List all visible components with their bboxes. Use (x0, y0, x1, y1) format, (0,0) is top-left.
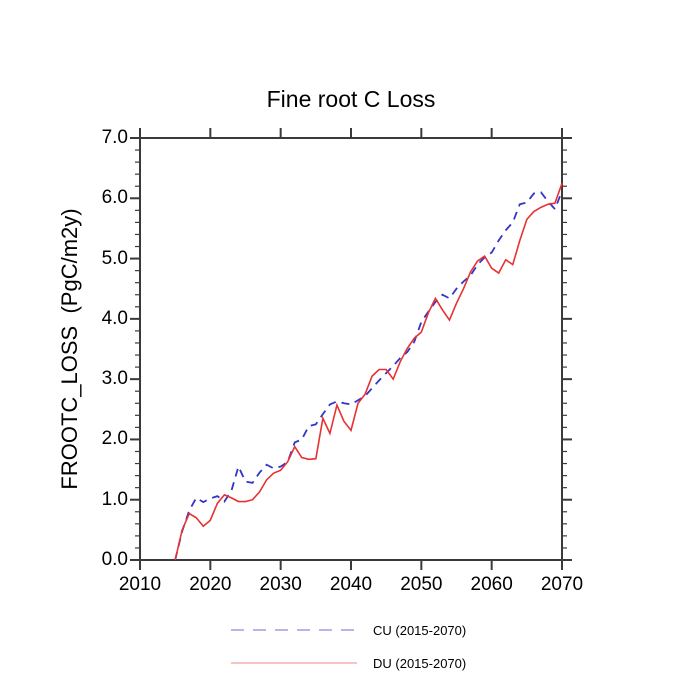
cu-data-line (174, 190, 563, 561)
cu-dashed-line-swatch (231, 629, 357, 631)
du-solid-line-swatch (231, 662, 357, 664)
y-tick-label: 4.0 (101, 307, 128, 329)
y-tick-label: 3.0 (101, 368, 128, 390)
legend-item-cu: CU (2015-2070) (230, 622, 466, 638)
x-tick-label: 2050 (400, 574, 443, 595)
y-tick-label: 7.0 (101, 127, 128, 148)
y-tick-label: 2.0 (101, 428, 128, 450)
y-tick-label: 0.0 (101, 549, 128, 570)
y-tick-label: 5.0 (101, 247, 128, 269)
legend-item-du: DU (2015-2070) (230, 655, 466, 671)
chart-title: Fine root C Loss (266, 86, 436, 112)
plot-frame (139, 137, 563, 561)
legend-label-du: DU (2015-2070) (373, 655, 467, 671)
x-tick-label: 2070 (540, 574, 584, 595)
y-tick-label: 6.0 (101, 187, 128, 209)
du-data-line (174, 182, 563, 561)
y-tick-label: 1.0 (101, 488, 128, 510)
x-tick-label: 2010 (118, 574, 162, 595)
legend-label-cu: CU (2015-2070) (373, 622, 467, 638)
x-tick-label: 2040 (329, 574, 373, 595)
x-tick-label: 2020 (189, 574, 232, 595)
x-tick-label: 2030 (259, 574, 302, 595)
x-tick-label: 2060 (470, 574, 513, 595)
